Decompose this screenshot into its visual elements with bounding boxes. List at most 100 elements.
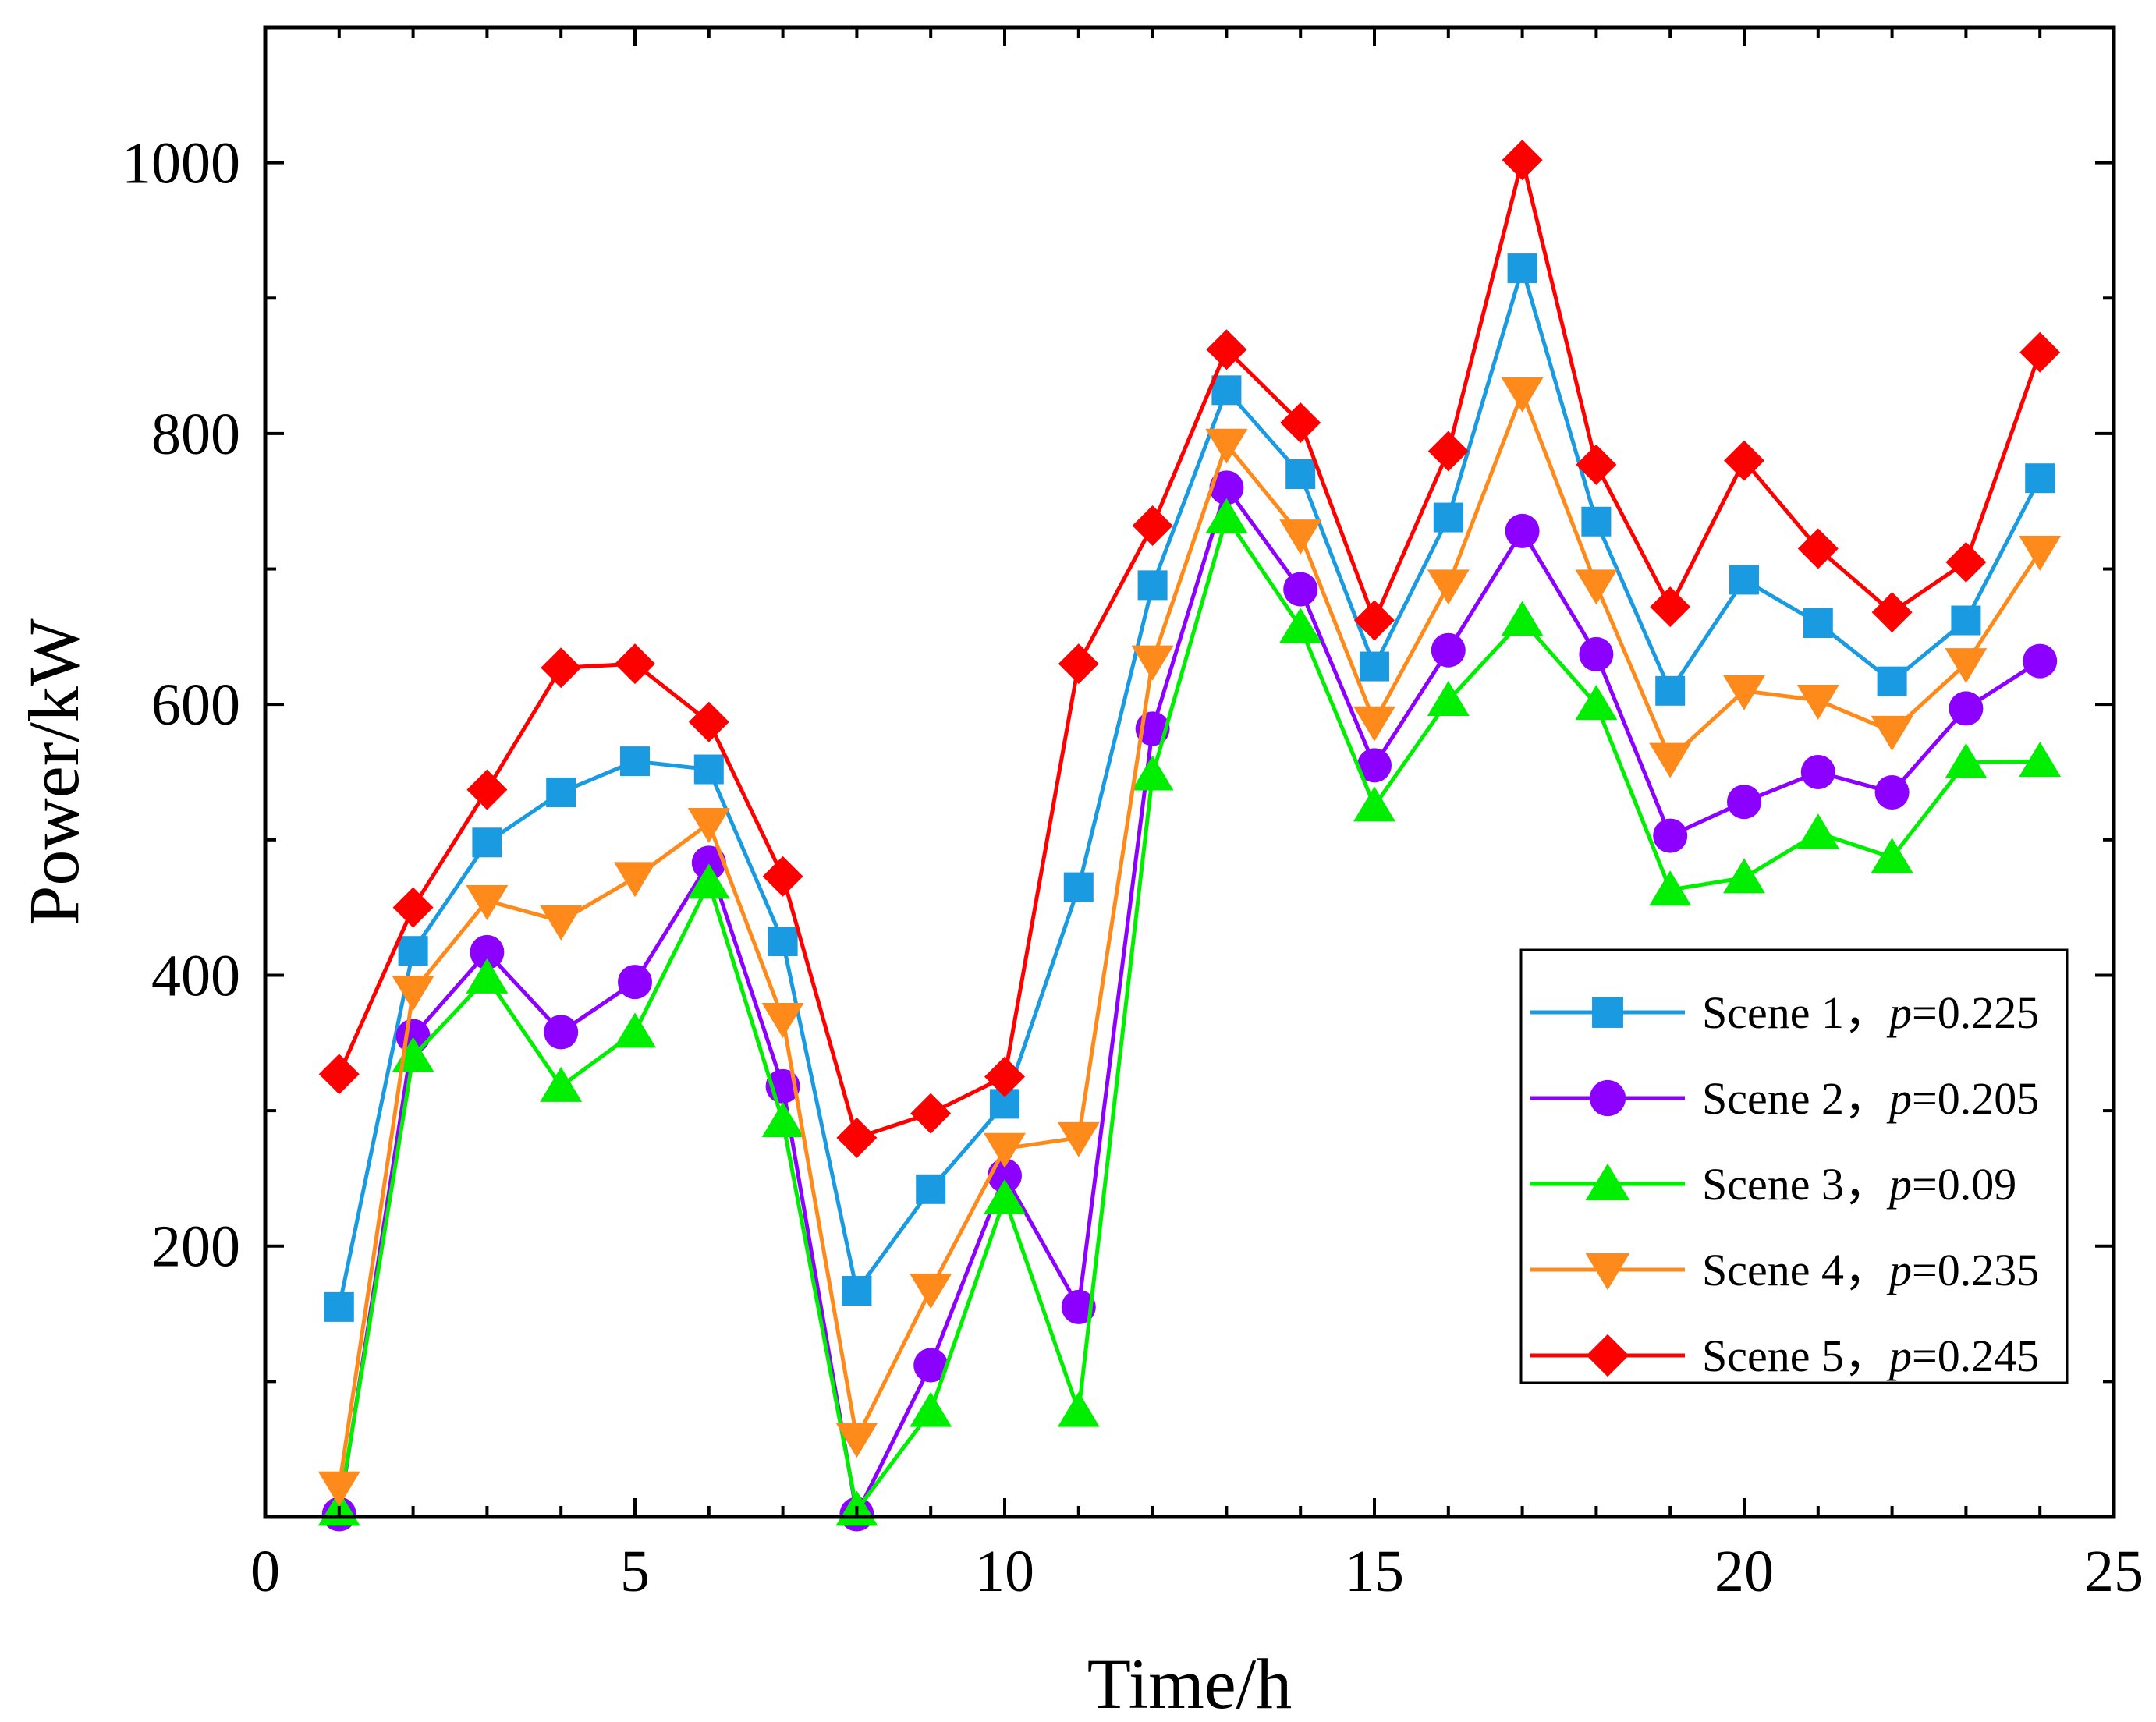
legend-separator: ， [1844, 987, 1889, 1038]
series-1-point [546, 778, 576, 808]
legend-marker [1585, 1253, 1630, 1291]
series-2-point [1727, 785, 1761, 820]
series-2-point [1357, 748, 1392, 783]
series-3-point [1057, 1391, 1100, 1427]
series-5-point [1354, 600, 1395, 641]
series-1-point [1360, 651, 1389, 682]
series-4-point [1057, 1121, 1100, 1157]
y-tick-label: 1000 [122, 131, 240, 197]
legend-label: Scene 4，p=0.235 [1702, 1245, 2039, 1295]
series-5-point [1280, 402, 1321, 444]
series-4-point [1353, 706, 1395, 742]
legend-separator: ， [1844, 1245, 1889, 1295]
series-4-point [614, 862, 656, 898]
series-4-point [540, 905, 583, 941]
plot-frame [263, 25, 2116, 1519]
x-tick-label: 5 [620, 1539, 650, 1604]
series-3-point [1945, 742, 1988, 778]
series-2-point [1283, 572, 1318, 607]
series-2-point [1431, 632, 1466, 668]
series-2-point [618, 965, 652, 1000]
x-tick-label: 15 [1345, 1539, 1404, 1604]
series-5-point [1132, 505, 1173, 546]
series-1-point [1063, 872, 1094, 902]
series-5-point [392, 887, 434, 928]
series-4-point [1871, 715, 1913, 751]
legend-separator: ， [1844, 1159, 1889, 1210]
series-3-point [1796, 813, 1839, 849]
series-3-point [1575, 685, 1618, 721]
series-1-point [1951, 605, 1981, 636]
y-tick-label: 400 [151, 943, 240, 1008]
legend-separator: ， [1844, 1330, 1889, 1381]
series-5 [318, 140, 2061, 1158]
series-1-point [2025, 463, 2055, 494]
series-4-point [1279, 519, 1322, 555]
series-3-point [1871, 838, 1913, 873]
legend-prob-value: =0.225 [1912, 987, 2039, 1038]
y-tick-label: 800 [151, 402, 240, 467]
series-1-point [1137, 570, 1168, 601]
series-5-point [1871, 592, 1913, 633]
series-5-point [1797, 528, 1839, 569]
series-4-point [1501, 377, 1544, 413]
legend-scene-name: Scene 3 [1702, 1159, 1844, 1210]
x-tick-label: 25 [2084, 1539, 2144, 1604]
series-1-point [324, 1292, 354, 1322]
legend-prob-value: =0.205 [1912, 1073, 2039, 1124]
series-1-point [1803, 608, 1833, 638]
series-1-point [398, 936, 428, 966]
x-tick-label: 0 [250, 1539, 280, 1604]
series-3-point [540, 1066, 583, 1102]
series-5-point [466, 769, 508, 810]
series-4-point [1575, 569, 1618, 605]
series-5-point [984, 1056, 1025, 1097]
series-2-point [1061, 1289, 1096, 1324]
ticks-layer: 0 5 10 15 20 25 200 400 600 800 1000 [122, 26, 2144, 1604]
series-5-point [1650, 586, 1691, 628]
series-4-point [835, 1423, 878, 1458]
series-4-point [761, 1003, 804, 1039]
series-3-point [984, 1178, 1026, 1214]
series-5-point [615, 643, 655, 685]
series-2-point [1874, 775, 1910, 810]
legend-label: Scene 3，p=0.09 [1702, 1159, 2016, 1210]
legend-prob-value: =0.09 [1912, 1159, 2016, 1210]
series-4-point [910, 1274, 952, 1309]
legend-scene-name: Scene 1 [1702, 987, 1844, 1038]
series-1-point [842, 1276, 872, 1306]
legend-prob-value: =0.245 [1912, 1330, 2039, 1381]
legend-scene-name: Scene 2 [1702, 1073, 1844, 1124]
series-2-point [1579, 636, 1614, 671]
series-3-point [1279, 608, 1322, 643]
series-4-point [392, 976, 434, 1012]
series-2-point [2023, 643, 2058, 679]
series-1-point [1433, 502, 1463, 533]
series-5-point [1058, 643, 1099, 685]
legend-prob-label: p [1886, 1245, 1912, 1295]
series-4-point [1205, 428, 1248, 464]
legend-prob-label: p [1886, 987, 1912, 1038]
series-4-point [1796, 684, 1839, 720]
x-tick-label: 20 [1715, 1539, 1774, 1604]
series-1-point [916, 1174, 946, 1204]
series-4-point [1649, 742, 1692, 778]
series-4-point [1723, 675, 1765, 710]
series-1-point [1507, 253, 1537, 284]
x-tick-label: 10 [975, 1539, 1034, 1604]
legend-separator: ， [1844, 1073, 1889, 1124]
series-3 [317, 498, 2062, 1526]
series-5-point [1502, 140, 1543, 181]
series-2-point [470, 934, 505, 969]
legend-marker [1586, 1334, 1629, 1377]
series-2-point [1949, 691, 1984, 726]
series-5-point [1206, 329, 1247, 370]
series-2-point [691, 845, 726, 880]
series-2-point [1800, 755, 1835, 789]
series-1-point [620, 746, 650, 777]
legend-label: Scene 1，p=0.225 [1702, 987, 2039, 1038]
series-3-point [2019, 742, 2062, 778]
legend-marker [1585, 1163, 1630, 1200]
series-4-line [337, 391, 2042, 1488]
